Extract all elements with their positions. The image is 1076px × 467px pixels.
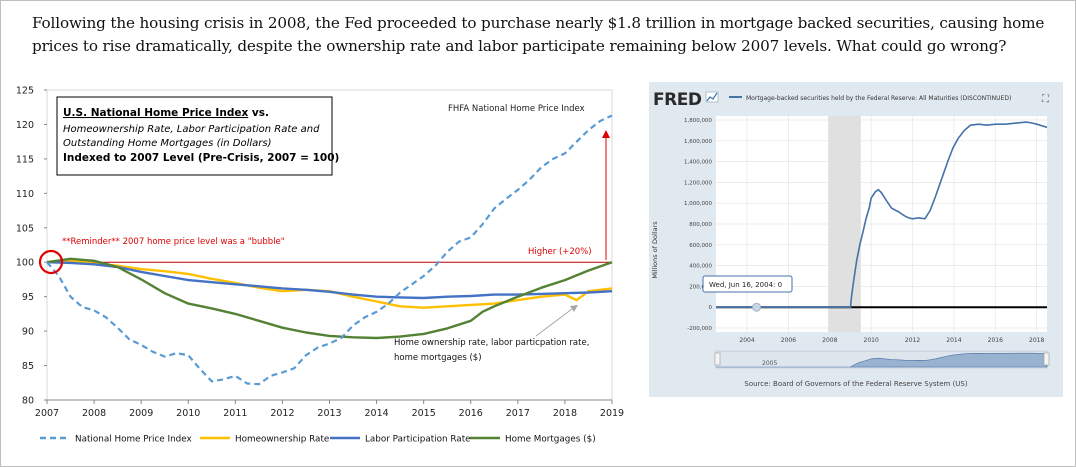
series-national-home-price-index (46, 114, 613, 386)
fred-y-tick-label: 800,000 (689, 222, 712, 228)
y-tick-label: 120 (16, 120, 34, 131)
x-tick-label: 2010 (176, 408, 200, 419)
left-chart-legend: National Home Price Index Homeownership R… (40, 435, 596, 445)
y-tick-label: 105 (16, 223, 34, 234)
navigator-left-handle[interactable] (714, 352, 721, 366)
y-tick-label: 90 (22, 327, 34, 338)
y-tick-label: 100 (16, 258, 34, 269)
higher-arrowhead (602, 130, 610, 138)
x-tick-label: 2015 (412, 408, 436, 419)
x-tick-label: 2017 (506, 408, 530, 419)
fred-x-tick-label: 2018 (1029, 337, 1044, 344)
fred-legend-label: Mortgage-backed securities held by the F… (746, 95, 1011, 102)
fred-y-tick-label: 200,000 (689, 284, 712, 290)
reminder-annotation: **Reminder** 2007 home price level was a… (62, 237, 285, 247)
navigator-series (716, 352, 1048, 368)
legend-label: National Home Price Index (75, 435, 192, 445)
y-tick-label: 125 (16, 86, 34, 97)
left-chart-series (46, 114, 613, 386)
x-tick-label: 2007 (35, 408, 59, 419)
headline-text: Following the housing crisis in 2008, th… (32, 14, 1045, 55)
x-tick-label: 2013 (317, 408, 341, 419)
fred-x-tick-label: 2016 (988, 337, 1003, 344)
x-tick-label: 2019 (600, 408, 624, 419)
fred-x-tick-label: 2004 (739, 337, 754, 344)
series-homeownership-rate (46, 259, 613, 309)
title-line-1: U.S. National Home Price Index vs. (63, 107, 269, 119)
fred-x-tick-label: 2008 (822, 337, 837, 344)
x-tick-label: 2018 (553, 408, 577, 419)
note-line-2: home mortgages ($) (394, 353, 482, 363)
source-label: FHFA National Home Price Index (448, 104, 585, 114)
left-chart-axes: 80 85 90 95 100 105 110 115 120 125 2007 2008 2009 20… (16, 86, 624, 420)
navigator-right-handle[interactable] (1043, 352, 1050, 366)
fred-source: Source: Board of Governors of the Federa… (744, 380, 967, 388)
tooltip-marker (752, 302, 762, 312)
title-line-2: Homeownership Rate, Labor Participation … (63, 124, 320, 135)
note-line-1: Home ownership rate, labor particpation … (394, 338, 589, 348)
fred-logo: FRED (653, 90, 702, 110)
higher-annotation: Higher (+20%) (528, 247, 592, 257)
x-tick-label: 2011 (223, 408, 247, 419)
fred-y-tick-label: 600,000 (689, 243, 712, 249)
fred-mbs-chart: FRED Mortgage-backed securities held by … (651, 90, 1050, 388)
fred-y-tick-label: 0 (709, 305, 713, 311)
home-price-index-chart: 80 85 90 95 100 105 110 115 120 125 2007 2008 2009 20… (16, 86, 624, 445)
x-tick-label: 2016 (459, 408, 483, 419)
fred-x-tick-label: 2006 (781, 337, 796, 344)
legend-label: Home Mortgages ($) (505, 435, 596, 445)
fred-y-tick-label: 1,600,000 (684, 139, 712, 145)
legend-label: Labor Participation Rate (365, 435, 471, 445)
y-tick-label: 80 (22, 396, 34, 407)
recession-shading (828, 116, 861, 332)
fred-logo-chart-icon (705, 91, 719, 103)
x-tick-label: 2014 (364, 408, 388, 419)
chart-title-box (56, 96, 333, 176)
x-tick-label: 2008 (82, 408, 106, 419)
navigator-label: 2005 (762, 360, 777, 367)
expand-icon[interactable]: ⛶ (1041, 94, 1050, 105)
fred-y-tick-label: -200,000 (687, 326, 712, 332)
fred-y-axis-label: Millions of Dollars (651, 221, 659, 279)
fred-series-line (716, 121, 1048, 308)
title-line-4: Indexed to 2007 Level (Pre-Crisis, 2007 … (63, 152, 339, 164)
bubble-highlight-circle (38, 249, 64, 275)
fred-y-tick-label: 1,200,000 (684, 180, 712, 186)
x-tick-label: 2012 (270, 408, 294, 419)
fred-y-tick-label: 1,800,000 (684, 118, 712, 124)
fred-y-tick-label: 1,000,000 (684, 201, 712, 207)
fred-y-tick-label: 400,000 (689, 264, 712, 270)
tooltip-text: Wed, Jun 16, 2004: 0 (709, 281, 782, 289)
y-tick-label: 95 (22, 292, 34, 303)
note-arrowhead (570, 305, 578, 312)
navigator-selection[interactable] (716, 351, 1047, 368)
fred-y-tick-label: 1,400,000 (684, 160, 712, 166)
fred-chart-panel: FRED Mortgage-backed securities held by … (649, 82, 1063, 397)
title-line-3: Outstanding Home Mortgages (in Dollars) (63, 138, 272, 149)
fred-x-tick-label: 2012 (905, 337, 920, 344)
y-tick-label: 110 (16, 189, 34, 200)
y-tick-label: 115 (16, 154, 34, 165)
note-arrow (535, 308, 573, 337)
x-tick-label: 2009 (129, 408, 153, 419)
y-tick-label: 85 (22, 361, 34, 372)
fred-x-tick-label: 2014 (946, 337, 961, 344)
series-labor-participation-rate (46, 261, 613, 300)
fred-x-tick-label: 2010 (864, 337, 879, 344)
fred-axes: -200,000 0 200,000 400,000 600,000 800,000 1,0… (684, 118, 1044, 344)
tooltip-box (702, 275, 793, 293)
legend-label: Homeownership Rate (235, 435, 329, 445)
